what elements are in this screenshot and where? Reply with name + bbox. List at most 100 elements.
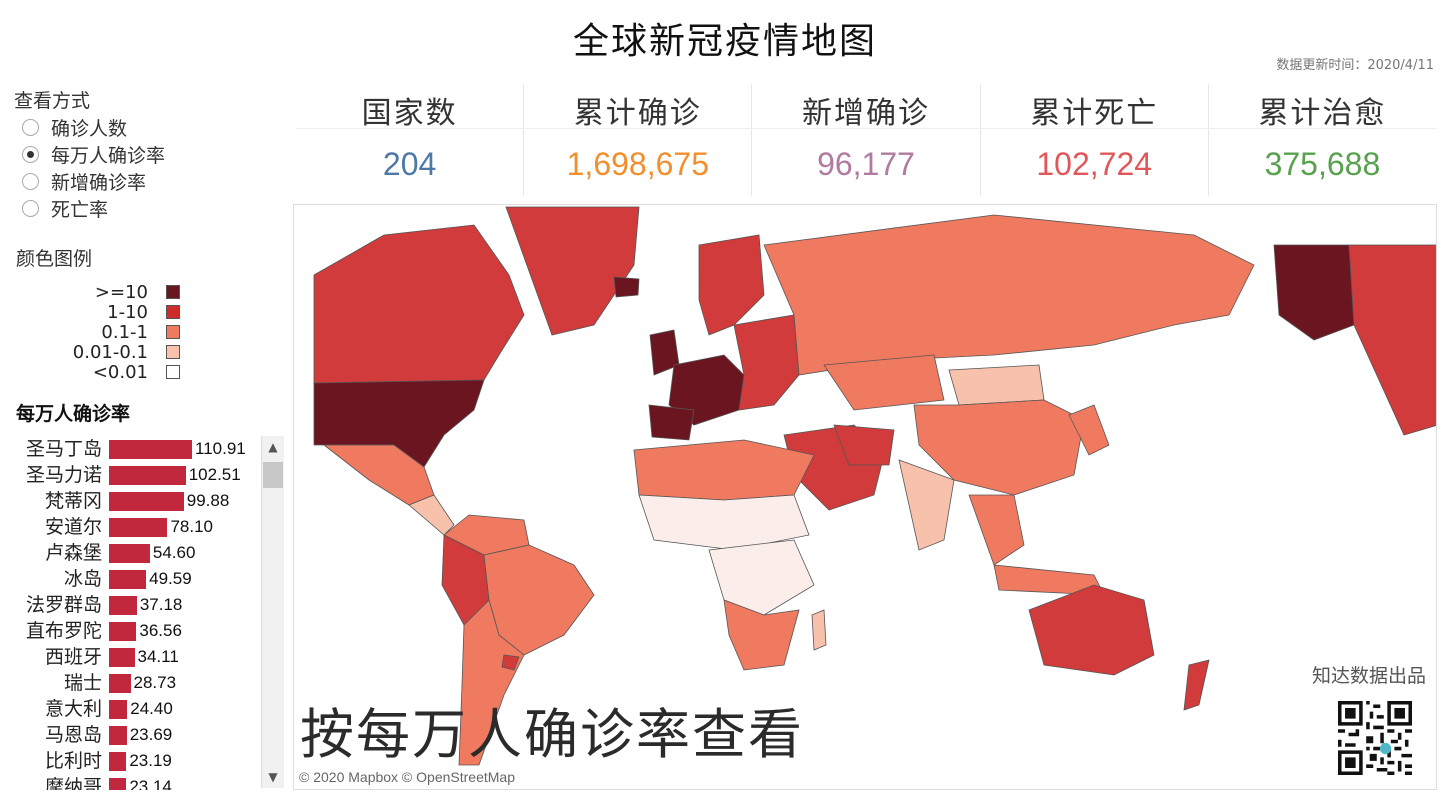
- bar-value-label: 54.60: [152, 543, 196, 562]
- kpi-value: 1,698,675: [566, 146, 709, 182]
- choropleth-map[interactable]: [294, 205, 1437, 790]
- bar-row[interactable]: 卢森堡 54.60: [0, 540, 258, 566]
- radio-circle-selected-icon: [22, 146, 39, 163]
- bar-value-label: 110.91: [195, 439, 246, 458]
- legend-label: 1-10: [107, 301, 148, 323]
- radio-option-confirmed[interactable]: 确诊人数: [22, 114, 165, 141]
- bar-value-label: 23.69: [129, 725, 173, 744]
- region-iran: [833, 424, 895, 466]
- bar-country-label: 卢森堡: [44, 542, 102, 564]
- region-central-africa: [708, 539, 815, 616]
- bar-country-label: 瑞士: [63, 672, 102, 694]
- bar-country-label: 直布罗陀: [25, 620, 102, 642]
- region-iberia: [648, 404, 695, 441]
- bar-mark: [109, 700, 128, 719]
- radio-circle-icon: [22, 173, 39, 190]
- bar-country-label: 西班牙: [44, 646, 102, 668]
- legend-item: 0.01-0.1: [30, 341, 180, 363]
- bar-row[interactable]: 安道尔 78.10: [0, 514, 258, 540]
- kpi-value: 375,688: [1264, 146, 1381, 182]
- bar-country-label: 意大利: [44, 698, 102, 720]
- bar-row[interactable]: 意大利 24.40: [0, 696, 258, 722]
- scroll-thumb[interactable]: [263, 462, 283, 488]
- region-southeast-asia: [968, 494, 1025, 566]
- bar-value-label: 23.14: [129, 777, 172, 790]
- radio-label: 确诊人数: [51, 118, 128, 140]
- bar-mark: [109, 778, 127, 790]
- map-attribution: © 2020 Mapbox © OpenStreetMap: [299, 769, 515, 785]
- bar-country-label: 马恩岛: [44, 724, 102, 746]
- region-kazakhstan: [823, 354, 945, 411]
- bar-mark: [109, 544, 150, 563]
- legend-item: 1-10: [30, 301, 180, 323]
- legend-label: >=10: [94, 281, 148, 303]
- bar-row[interactable]: 直布罗陀 36.56: [0, 618, 258, 644]
- region-uruguay: [501, 654, 520, 671]
- region-sahel: [638, 494, 810, 551]
- radio-circle-icon: [22, 200, 39, 217]
- legend-swatch: [166, 365, 180, 379]
- legend-heading: 颜色图例: [16, 248, 93, 270]
- radio-option-new-rate[interactable]: 新增确诊率: [22, 168, 165, 195]
- legend-swatch: [166, 325, 180, 339]
- region-new-zealand: [1183, 659, 1210, 711]
- kpi-label: 累计确诊: [573, 96, 702, 131]
- radio-option-per-10k[interactable]: 每万人确诊率: [22, 141, 165, 168]
- bar-value-label: 28.73: [133, 673, 177, 692]
- bar-value-label: 78.10: [170, 517, 213, 536]
- region-australia: [1028, 584, 1155, 676]
- kpi-value: 102,724: [1036, 146, 1153, 182]
- region-central-america: [408, 494, 455, 536]
- region-iceland: [613, 276, 640, 298]
- bar-list[interactable]: 圣马丁岛 110.91 圣马力诺 102.51 梵蒂冈 99.88 安道尔 78.10 卢森堡 5…: [0, 436, 258, 790]
- bar-mark: [109, 726, 127, 745]
- legend-label: 0.01-0.1: [72, 341, 148, 363]
- bar-value-label: 49.59: [149, 569, 192, 588]
- view-mode-heading: 查看方式: [14, 90, 91, 112]
- color-legend: >=10 1-10 0.1-1 0.01-0.1 <0.01: [30, 281, 180, 383]
- legend-swatch: [166, 285, 180, 299]
- kpi-total-deaths: 累计死亡 102,724: [981, 84, 1209, 196]
- bar-row[interactable]: 西班牙 34.11: [0, 644, 258, 670]
- bar-row[interactable]: 冰岛 49.59: [0, 566, 258, 592]
- region-madagascar: [811, 609, 827, 651]
- bar-mark: [109, 570, 147, 589]
- scroll-down-icon[interactable]: ▼: [268, 770, 278, 784]
- bar-value-label: 24.40: [130, 699, 173, 718]
- bar-row[interactable]: 圣马丁岛 110.91: [0, 436, 258, 462]
- kpi-total-confirmed: 累计确诊 1,698,675: [524, 84, 753, 196]
- region-india: [898, 459, 955, 551]
- bar-mark: [109, 440, 192, 459]
- scroll-up-icon[interactable]: ▲: [268, 440, 278, 454]
- bar-row[interactable]: 梵蒂冈 99.88: [0, 488, 258, 514]
- legend-item: >=10: [30, 281, 180, 303]
- bar-country-label: 比利时: [44, 750, 102, 772]
- bar-list-heading: 每万人确诊率: [16, 403, 131, 425]
- kpi-label: 累计治愈: [1258, 96, 1387, 131]
- bar-value-label: 34.11: [137, 647, 179, 666]
- legend-swatch: [166, 305, 180, 319]
- bar-row[interactable]: 摩纳哥 23.14: [0, 774, 258, 790]
- radio-circle-icon: [22, 119, 39, 136]
- bar-list-scrollbar[interactable]: ▲ ▼: [261, 436, 284, 788]
- map-caption: 按每万人确诊率查看: [300, 703, 804, 766]
- bar-row[interactable]: 圣马力诺 102.51: [0, 462, 258, 488]
- world-map[interactable]: © 2020 Mapbox © OpenStreetMap 知达数据出品: [293, 204, 1437, 790]
- bar-value-label: 36.56: [139, 621, 182, 640]
- kpi-value: 96,177: [817, 146, 915, 182]
- bar-country-label: 圣马丁岛: [25, 438, 102, 460]
- bar-row[interactable]: 法罗群岛 37.18: [0, 592, 258, 618]
- bar-mark: [109, 596, 137, 615]
- kpi-label: 国家数: [361, 96, 458, 131]
- bar-row[interactable]: 比利时 23.19: [0, 748, 258, 774]
- kpi-new-confirmed: 新增确诊 96,177: [752, 84, 981, 196]
- region-canada-east: [1348, 244, 1436, 436]
- legend-item: 0.1-1: [30, 322, 180, 343]
- bar-mark: [109, 752, 127, 771]
- bar-value-label: 37.18: [139, 595, 183, 614]
- radio-option-death-rate[interactable]: 死亡率: [22, 195, 165, 222]
- radio-label: 新增确诊率: [51, 172, 147, 194]
- region-alaska: [1273, 244, 1355, 341]
- bar-row[interactable]: 马恩岛 23.69: [0, 722, 258, 748]
- bar-row[interactable]: 瑞士 28.73: [0, 670, 258, 696]
